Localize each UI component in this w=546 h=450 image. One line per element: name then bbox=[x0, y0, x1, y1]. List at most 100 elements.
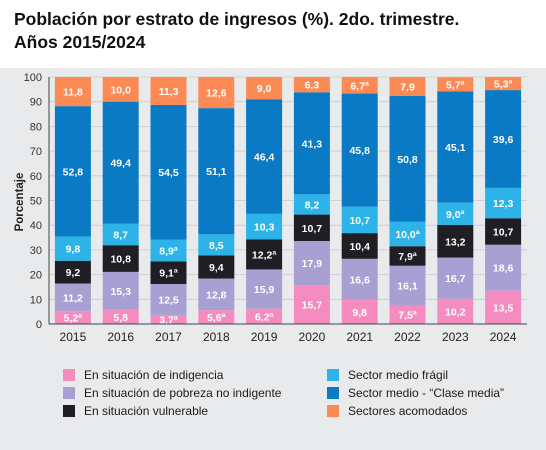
bar-segment bbox=[485, 90, 522, 188]
bar-segment bbox=[54, 77, 91, 107]
chart-title: Población por estrato de ingresos (%). 2… bbox=[14, 8, 534, 54]
bar-segment bbox=[246, 239, 283, 270]
legend-swatch bbox=[63, 369, 75, 381]
data-label: 12,2ª bbox=[252, 249, 276, 261]
data-label: 7,9ª bbox=[398, 251, 417, 263]
legend-label: En situación de indigencia bbox=[84, 368, 224, 382]
data-label: 41,3 bbox=[302, 138, 323, 150]
data-label: 7,9 bbox=[400, 82, 415, 94]
bar-segment bbox=[389, 77, 426, 97]
data-label: 12,6 bbox=[206, 88, 227, 100]
data-label: 10,0 bbox=[110, 84, 131, 96]
data-label: 10,4 bbox=[349, 241, 370, 253]
legend-label: En situación de pobreza no indigente bbox=[84, 386, 282, 400]
x-tick-label: 2015 bbox=[60, 330, 87, 344]
bar-segment bbox=[54, 236, 91, 261]
bar-segments bbox=[54, 77, 522, 324]
legend-label: Sectores acomodados bbox=[348, 404, 468, 418]
bar-segment bbox=[389, 265, 426, 306]
data-label: 8,9ª bbox=[159, 246, 178, 258]
y-tick-label: 70 bbox=[30, 146, 42, 158]
bar-segment bbox=[102, 101, 139, 224]
data-label: 45,8 bbox=[349, 145, 370, 157]
bar-segment bbox=[341, 299, 378, 324]
data-label: 9,0 bbox=[257, 83, 272, 95]
bar-segment bbox=[198, 234, 235, 256]
y-tick-label: 90 bbox=[30, 97, 42, 109]
data-label: 5,3ª bbox=[494, 79, 513, 91]
legend-item: Sector medio - “Clase media” bbox=[327, 385, 504, 401]
legend-swatch bbox=[327, 369, 339, 381]
bar-segment bbox=[293, 92, 330, 195]
bar-segment bbox=[102, 77, 139, 102]
bar-segment bbox=[341, 77, 378, 94]
y-tick-label: 100 bbox=[24, 72, 42, 84]
data-label: 8,5 bbox=[209, 240, 224, 252]
x-tick-label: 2024 bbox=[490, 330, 517, 344]
data-label: 9,1ª bbox=[159, 268, 178, 280]
data-label: 10,7 bbox=[349, 215, 370, 227]
data-label: 16,6 bbox=[349, 274, 370, 286]
y-tick-label: 40 bbox=[30, 220, 42, 232]
data-label: 49,4 bbox=[110, 158, 131, 170]
bar-segment bbox=[150, 239, 187, 262]
data-label: 39,6 bbox=[493, 134, 514, 146]
data-label: 5,2ª bbox=[64, 313, 83, 325]
data-label: 10,7 bbox=[302, 223, 323, 235]
data-label: 11,3 bbox=[159, 86, 179, 98]
bar-segment bbox=[150, 314, 187, 324]
data-label: 5,6ª bbox=[207, 312, 226, 324]
legend-item: En situación de indigencia bbox=[63, 367, 223, 383]
data-label: 10,0ª bbox=[395, 229, 419, 241]
bar-segment bbox=[485, 187, 522, 219]
bar-segment bbox=[102, 271, 139, 310]
legend-label: Sector medio frágil bbox=[348, 368, 449, 382]
bar-segment bbox=[293, 194, 330, 215]
data-label: 12,5 bbox=[158, 294, 179, 306]
bar-segment bbox=[54, 260, 91, 284]
data-label: 15,7 bbox=[302, 300, 323, 312]
bar-segment bbox=[150, 261, 187, 284]
data-labels: 5,2ª 11,2 9,2 9,8 52,8 11,8 5,8 15,3 10,8 8,7 49,4… bbox=[63, 79, 514, 327]
x-tick-label: 2021 bbox=[346, 330, 373, 344]
legend-swatch bbox=[327, 405, 339, 417]
bar-segment bbox=[246, 213, 283, 240]
x-tick-label: 2016 bbox=[107, 330, 134, 344]
data-label: 10,7 bbox=[493, 226, 514, 238]
x-tick-label: 2018 bbox=[203, 330, 230, 344]
bar-segment bbox=[389, 246, 426, 266]
bar-segment bbox=[150, 283, 187, 315]
data-label: 8,2 bbox=[305, 199, 320, 211]
bar-segment bbox=[341, 258, 378, 300]
data-label: 9,4 bbox=[209, 262, 224, 274]
bar-segment bbox=[485, 77, 522, 91]
bar-segment bbox=[485, 218, 522, 245]
bar-segment bbox=[102, 223, 139, 246]
bar-segment bbox=[485, 244, 522, 291]
legend-item: En situación de pobreza no indigente bbox=[63, 385, 281, 401]
x-tick-label: 2022 bbox=[394, 330, 421, 344]
bar-segment bbox=[246, 99, 283, 214]
bar-segment bbox=[341, 206, 378, 234]
bar-segment bbox=[198, 108, 235, 235]
data-label: 45,1 bbox=[445, 142, 466, 154]
data-label: 6,3 bbox=[305, 80, 320, 92]
x-tick-label: 2020 bbox=[299, 330, 326, 344]
data-label: 10,2 bbox=[445, 306, 466, 318]
legend-item: En situación vulnerable bbox=[63, 403, 208, 419]
legend-swatch bbox=[63, 405, 75, 417]
data-label: 9,2 bbox=[66, 267, 81, 279]
data-label: 15,9 bbox=[254, 284, 275, 296]
bar-segment bbox=[437, 202, 474, 225]
bar-segment bbox=[198, 310, 235, 324]
y-tick-label: 80 bbox=[30, 121, 42, 133]
data-label: 16,1 bbox=[397, 281, 418, 293]
data-label: 5,8 bbox=[113, 312, 128, 324]
bar-segment bbox=[54, 106, 91, 237]
bar-segment bbox=[150, 77, 187, 105]
data-label: 10,3 bbox=[254, 222, 275, 234]
data-label: 11,8 bbox=[63, 87, 83, 99]
data-label: 3,7ª bbox=[159, 314, 178, 326]
bar-segment bbox=[437, 298, 474, 324]
